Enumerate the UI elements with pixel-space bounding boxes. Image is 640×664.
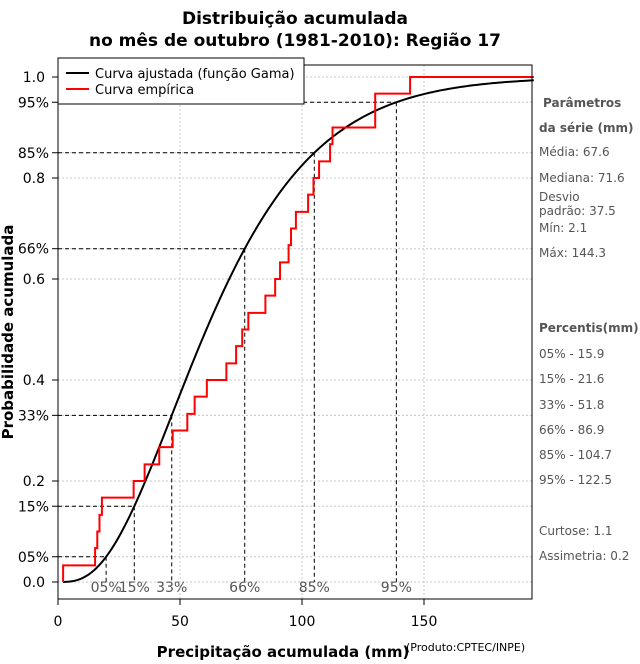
y-percentile-tick-label: 85% bbox=[18, 146, 49, 162]
percentile-x-label: 66% bbox=[229, 580, 260, 596]
empirical-step-curve bbox=[62, 76, 534, 583]
y-tick-label: 0.2 bbox=[23, 474, 45, 490]
stat-mediana: Mediana: 71.6 bbox=[539, 171, 625, 185]
percentil-66: 66% - 86.9 bbox=[539, 423, 604, 437]
y-tick-label: 0.0 bbox=[23, 575, 45, 591]
percentil-95: 95% - 122.5 bbox=[539, 473, 612, 487]
legend-label-gamma: Curva ajustada (função Gama) bbox=[95, 67, 295, 82]
params-heading-2: da série (mm) bbox=[539, 121, 633, 135]
percentile-x-label: 15% bbox=[119, 580, 150, 596]
credit-text: (Produto:CPTEC/INPE) bbox=[406, 641, 525, 654]
x-tick-label: 150 bbox=[411, 614, 438, 630]
percentil-05: 05% - 15.9 bbox=[539, 347, 604, 361]
y-axis: 0.0 0.2 0.4 0.6 0.8 1.0 05% 15% 33% 66% 85% 95% bbox=[18, 70, 58, 591]
stat-media: Média: 67.6 bbox=[539, 145, 610, 159]
percentis-heading: Percentis(mm) bbox=[539, 321, 639, 335]
percentile-x-label: 33% bbox=[156, 580, 187, 596]
x-tick-label: 0 bbox=[54, 614, 63, 630]
y-tick-label: 0.4 bbox=[23, 373, 45, 389]
percentil-85: 85% - 104.7 bbox=[539, 448, 612, 462]
stat-max: Máx: 144.3 bbox=[539, 246, 606, 260]
x-tick-label: 50 bbox=[171, 614, 189, 630]
x-axis-title: Precipitação acumulada (mm) bbox=[157, 643, 410, 660]
series-statistics-panel: Parâmetros da série (mm) Média: 67.6 Med… bbox=[539, 96, 639, 563]
chart-title-line-2: no mês de outubro (1981-2010): Região 17 bbox=[89, 31, 501, 51]
y-percentile-tick-label: 95% bbox=[18, 95, 49, 111]
stat-curtose: Curtose: 1.1 bbox=[539, 524, 613, 538]
stat-assimetria: Assimetria: 0.2 bbox=[539, 549, 629, 563]
stat-desvio-2: padrão: 37.5 bbox=[539, 204, 616, 218]
params-heading-1: Parâmetros bbox=[543, 96, 621, 110]
y-percentile-tick-label: 66% bbox=[18, 242, 49, 258]
x-axis: 0 50 100 150 bbox=[54, 599, 438, 630]
percentile-reference-lines: 05%15% 33% 66% 85% 95% bbox=[58, 101, 412, 596]
y-percentile-tick-label: 33% bbox=[18, 408, 49, 424]
gamma-fit-curve bbox=[63, 79, 534, 583]
y-tick-label: 0.8 bbox=[23, 171, 45, 187]
percentile-x-label: 05% bbox=[91, 580, 122, 596]
legend: Curva ajustada (função Gama) Curva empír… bbox=[57, 57, 305, 105]
y-tick-label: 1.0 bbox=[23, 70, 45, 86]
y-percentile-tick-label: 15% bbox=[18, 499, 49, 515]
y-axis-title: Probabilidade acumulada bbox=[0, 225, 17, 440]
percentile-x-label: 85% bbox=[299, 580, 330, 596]
y-tick-label: 0.6 bbox=[23, 272, 45, 288]
stat-min: Mín: 2.1 bbox=[539, 221, 587, 235]
percentile-x-label: 95% bbox=[381, 580, 412, 596]
legend-label-empirical: Curva empírica bbox=[95, 83, 194, 98]
x-tick-label: 100 bbox=[289, 614, 316, 630]
percentil-33: 33% - 51.8 bbox=[539, 398, 604, 412]
chart-title-line-1: Distribuição acumulada bbox=[182, 9, 408, 29]
y-percentile-tick-label: 05% bbox=[18, 550, 49, 566]
stat-desvio-1: Desvio bbox=[539, 190, 580, 204]
legend-box bbox=[57, 57, 305, 105]
percentil-15: 15% - 21.6 bbox=[539, 372, 604, 386]
